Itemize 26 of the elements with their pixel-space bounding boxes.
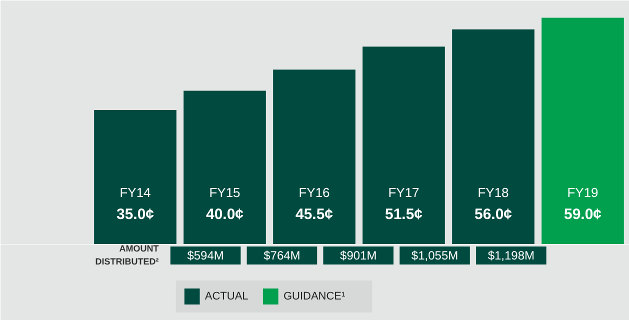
x-tick-label: FY18	[478, 185, 509, 200]
bar	[452, 29, 534, 244]
x-tick-label: FY16	[298, 185, 330, 200]
data-label: 35.0¢	[116, 206, 154, 223]
bar	[184, 90, 266, 244]
text: $594M	[187, 248, 224, 262]
annotation: AMOUNT DISTRIBUTED²	[95, 244, 160, 266]
legend-label: ACTUAL	[204, 290, 248, 302]
x-tick-label: FY14	[120, 185, 151, 200]
bar	[94, 110, 176, 244]
x-tick-label: FY17	[388, 185, 420, 200]
data-label: 40.0¢	[206, 206, 244, 223]
data-label: 59.0¢	[564, 206, 602, 223]
text: $1,055M	[411, 248, 458, 262]
bar	[362, 46, 445, 244]
text: $764M	[264, 248, 300, 262]
bar	[542, 18, 624, 244]
data-label: 51.5¢	[384, 206, 423, 223]
data-label: 45.5¢	[295, 206, 334, 223]
x-tick-label: FY15	[209, 185, 240, 200]
text: $901M	[340, 248, 377, 262]
bar	[273, 70, 356, 244]
data-label: 56.0¢	[474, 206, 512, 223]
legend-label: GUIDANCE¹	[283, 290, 346, 302]
text: $1,198M	[488, 248, 535, 262]
x-tick-label: FY19	[567, 185, 598, 200]
